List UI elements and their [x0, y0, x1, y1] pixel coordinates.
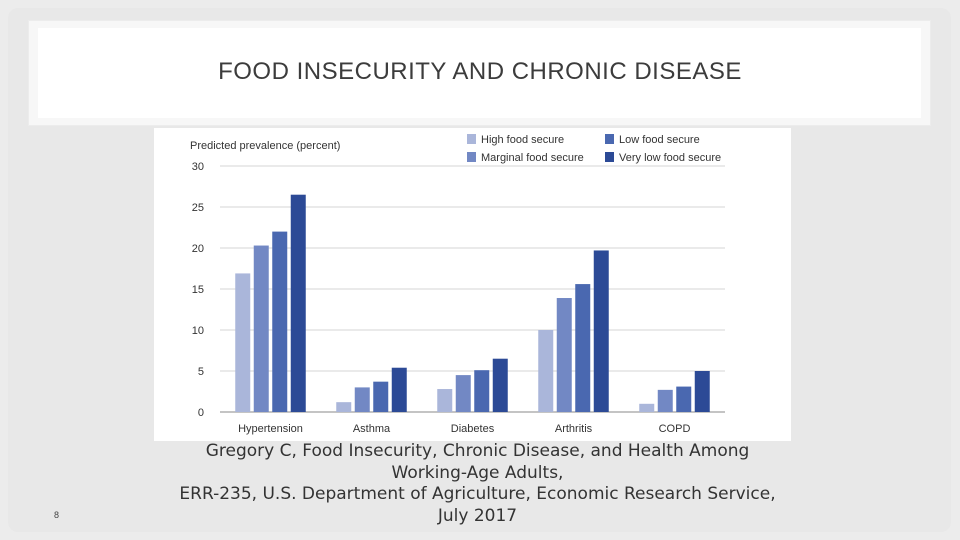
bar-hypertension-very-low-food-secure [290, 194, 306, 412]
legend-label: Very low food secure [619, 152, 721, 164]
bar-arthritis-high-food-secure [538, 330, 554, 412]
title-panel [38, 28, 921, 118]
y-tick-label: 15 [192, 284, 204, 296]
y-tick-label: 10 [192, 325, 204, 337]
legend-swatch [467, 152, 476, 162]
x-tick-label: Hypertension [238, 423, 303, 435]
bar-arthritis-very-low-food-secure [593, 250, 609, 412]
caption-line: Gregory C, Food Insecurity, Chronic Dise… [205, 441, 750, 461]
bar-asthma-low-food-secure [373, 381, 389, 412]
bar-copd-marginal-food-secure [657, 389, 673, 412]
y-tick-label: 25 [192, 202, 204, 214]
bar-arthritis-marginal-food-secure [556, 298, 572, 412]
bar-asthma-marginal-food-secure [354, 387, 370, 412]
x-tick-label: COPD [659, 423, 691, 435]
bar-diabetes-marginal-food-secure [455, 375, 471, 412]
legend-swatch [605, 152, 614, 162]
title-band [28, 20, 931, 126]
chart-svg: Predicted prevalence (percent) 0 5 10 15 20 25… [190, 134, 725, 435]
bar-copd-high-food-secure [639, 403, 655, 412]
bar-hypertension-low-food-secure [272, 231, 288, 412]
bar-copd-low-food-secure [676, 386, 692, 412]
legend-label: Low food secure [619, 134, 700, 146]
x-tick-label: Arthritis [555, 423, 593, 435]
x-tick-label: Asthma [353, 423, 391, 435]
caption-line: July 2017 [437, 505, 518, 526]
y-tick-label: 20 [192, 243, 204, 255]
x-tick-label: Diabetes [451, 423, 495, 435]
y-axis-label: Predicted prevalence (percent) [190, 140, 340, 152]
legend-swatch [467, 134, 476, 144]
legend-label: Marginal food secure [481, 152, 584, 164]
bar-chart: Predicted prevalence (percent) 0 5 10 15 20 25… [154, 128, 791, 441]
bar-arthritis-low-food-secure [575, 284, 591, 412]
bar-diabetes-high-food-secure [437, 389, 453, 412]
page-number: 8 [54, 510, 60, 520]
bar-diabetes-very-low-food-secure [492, 358, 508, 412]
bar-copd-very-low-food-secure [694, 371, 710, 412]
caption-line: Working-Age Adults, [391, 462, 564, 483]
legend-swatch [605, 134, 614, 144]
bar-diabetes-low-food-secure [474, 370, 490, 412]
y-tick-label: 30 [192, 161, 204, 173]
legend-label: High food secure [481, 134, 564, 146]
bar-asthma-very-low-food-secure [391, 367, 407, 412]
y-tick-label: 5 [198, 366, 204, 378]
y-tick-label: 0 [198, 407, 204, 419]
caption-line: ERR-235, U.S. Department of Agriculture,… [179, 484, 776, 504]
bar-hypertension-marginal-food-secure [253, 245, 269, 412]
source-caption: Gregory C, Food Insecurity, Chronic Dise… [170, 441, 785, 527]
bar-hypertension-high-food-secure [235, 273, 251, 412]
slide-title: FOOD INSECURITY AND CHRONIC DISEASE [218, 58, 742, 85]
bar-asthma-high-food-secure [336, 402, 352, 412]
